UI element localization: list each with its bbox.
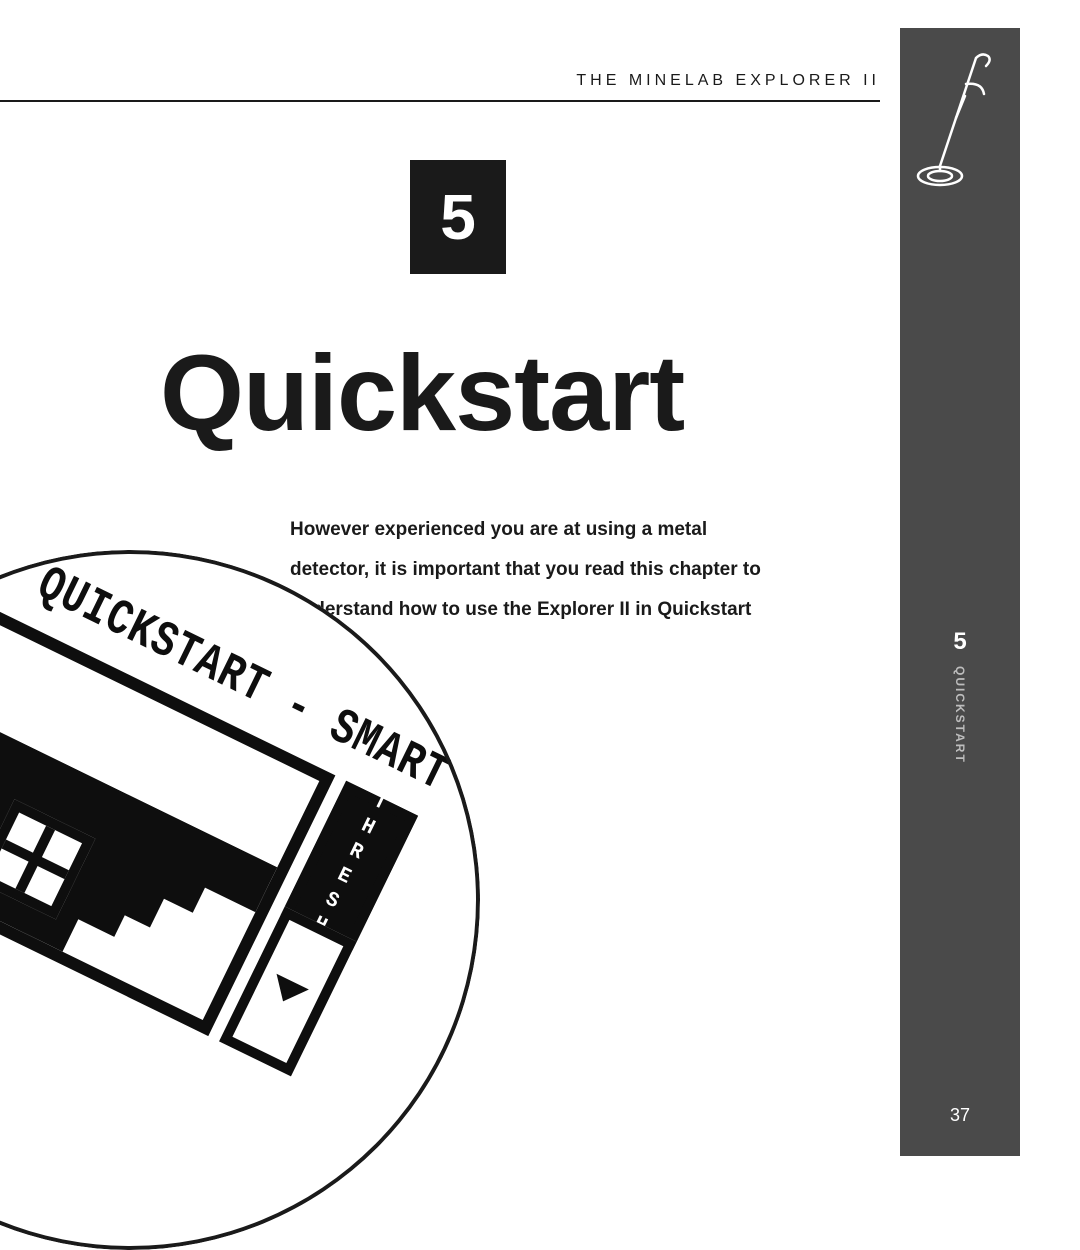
header-rule <box>0 100 880 102</box>
chapter-title: Quickstart <box>160 330 684 455</box>
chevron-down-icon <box>267 974 309 1010</box>
chapter-tab-number: 5 <box>900 628 1020 656</box>
chapter-tab: 5 Quickstart <box>900 628 1020 769</box>
chapter-tab-sidebar: 5 Quickstart 37 <box>900 28 1020 1156</box>
running-head: THE MINELAB EXPLORER II <box>576 72 880 90</box>
page-number: 37 <box>900 1105 1020 1126</box>
chapter-number: 5 <box>440 180 476 254</box>
chapter-tab-label: Quickstart <box>953 666 967 764</box>
metal-detector-icon <box>910 48 1010 198</box>
chapter-number-box: 5 <box>410 160 506 274</box>
